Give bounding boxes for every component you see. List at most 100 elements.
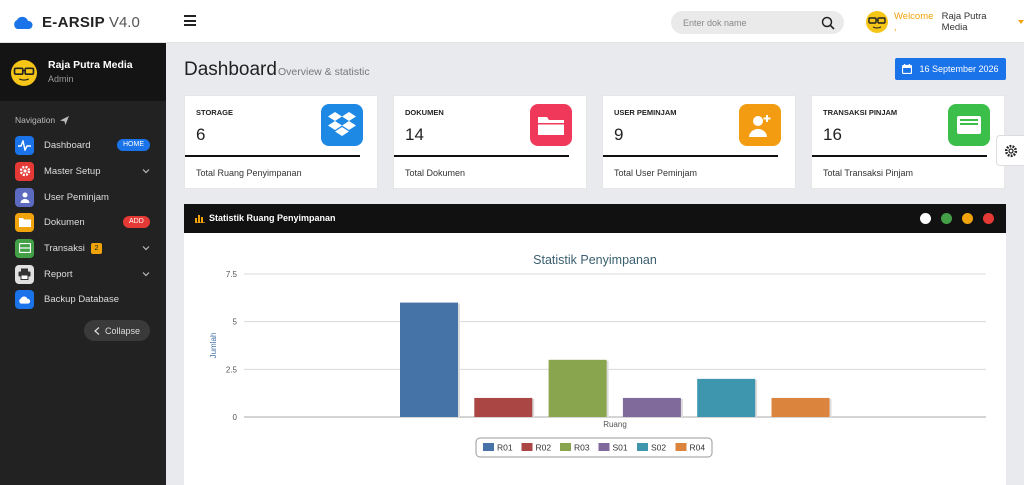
legend-swatch [637,443,648,451]
card-title: TRANSAKSI PINJAM [823,108,898,117]
pulse-icon [15,135,34,155]
card-title: DOKUMEN [405,108,444,117]
sidebar-item-label: Dokumen [44,216,85,228]
date-button[interactable]: 16 September 2026 [895,58,1006,80]
card-value: 6 [196,125,206,144]
bar-s02 [697,378,756,417]
panel-title: Statistik Ruang Penyimpanan [209,213,336,223]
sidebar-item-dokumen[interactable]: Dokumen ADD [0,211,166,233]
close-icon[interactable] [983,213,994,224]
legend-swatch [560,443,571,451]
menu-toggle-icon[interactable] [184,15,196,26]
card-divider [603,155,778,157]
user-menu[interactable]: Welcome , Raja Putra Media [866,11,1024,33]
search-icon[interactable] [821,16,835,30]
legend-label: R02 [536,443,552,453]
legend-label: S02 [651,443,666,453]
chart-title: Statistik Penyimpanan [533,253,657,267]
inbox-icon [15,238,34,258]
stat-card-user-peminjam: USER PEMINJAM 9 Total User Peminjam [602,95,796,189]
home-badge: HOME [117,139,150,151]
page-subtitle: Overview & statistic [278,66,370,78]
bar-r02 [474,397,533,417]
sidebar-item-label: User Peminjam [44,191,109,203]
user-icon [15,187,34,207]
bar-s01 [622,397,681,417]
collapse-button[interactable]: Collapse [84,320,150,341]
welcome-user-name: Raja Putra Media [941,11,987,33]
chart-panel: Statistik Ruang Penyimpanan Statistik Pe… [184,204,1006,485]
card-title: USER PEMINJAM [614,108,677,117]
chevron-left-icon [94,326,100,335]
legend-label: S01 [613,443,628,453]
cloud-icon [15,289,34,309]
chart-legend [475,437,713,458]
legend-label: R03 [574,443,590,453]
chevron-down-icon [142,272,150,277]
search-input[interactable] [683,11,813,34]
page-title: Dashboard [184,59,277,80]
card-footer: Total Dokumen [405,168,466,178]
legend-swatch [598,443,610,451]
calendar-icon [902,64,913,74]
theme-settings-button[interactable] [996,135,1024,166]
avatar [11,60,37,86]
sidebar-item-master-setup[interactable]: Master Setup [0,160,166,182]
sidebar-item-label: Transaksi [44,242,85,254]
card-value: 9 [614,125,624,144]
chevron-down-icon [142,246,150,251]
printer-icon [15,264,34,284]
bar-r04 [771,397,830,417]
brand[interactable]: E-ARSIP V4.0 [12,11,140,33]
nav-section-title: Navigation [15,115,70,125]
sidebar-item-label: Master Setup [44,165,101,177]
sidebar-item-label: Backup Database [44,293,119,305]
legend-swatch [675,443,687,451]
panel-header: Statistik Ruang Penyimpanan [184,204,1006,233]
reload-icon[interactable] [941,213,952,224]
card-title: STORAGE [196,108,233,117]
stat-card-storage: STORAGE 6 Total Ruang Penyimpanan [184,95,378,189]
gear-icon [1004,144,1017,157]
inbox-icon [948,104,990,146]
sidebar-item-dashboard[interactable]: Dashboard HOME [0,134,166,156]
bar-r03 [548,359,607,417]
sidebar-item-report[interactable]: Report [0,263,166,285]
minimize-icon[interactable] [962,213,973,224]
legend-label: R01 [497,443,513,453]
cloud-logo-icon [14,16,33,29]
sidebar-item-user-peminjam[interactable]: User Peminjam [0,186,166,208]
nav-title-label: Navigation [15,115,56,125]
folder-icon [530,104,572,146]
storage-chart: Statistik Penyimpanan 0 2.5 5 7.5 Jumlah Ruang… [209,253,986,458]
y-tick-label: 7.5 [226,270,238,279]
expand-icon[interactable] [920,213,931,224]
sidebar: Raja Putra Media Admin Navigation Dashbo… [0,43,166,485]
welcome-text: Welcome , [893,11,934,33]
card-divider [812,155,987,157]
sidebar-item-backup-database[interactable]: Backup Database [0,288,166,310]
profile-role: Admin [48,74,74,84]
legend-swatch [483,443,494,451]
sidebar-item-label: Report [44,268,73,280]
add-badge[interactable]: ADD [123,216,150,228]
stat-card-transaksi: TRANSAKSI PINJAM 16 Total Transaksi Pinj… [811,95,1005,189]
card-footer: Total User Peminjam [614,168,698,178]
stat-card-dokumen: DOKUMEN 14 Total Dokumen [393,95,587,189]
count-badge: 2 [91,242,102,254]
search-box [671,11,844,34]
card-divider [394,155,569,157]
legend-swatch [521,443,533,451]
dropbox-icon [321,104,363,146]
sidebar-profile: Raja Putra Media Admin [0,43,166,101]
brand-name: E-ARSIP [42,13,105,31]
sidebar-item-label: Dashboard [44,139,91,151]
sidebar-item-transaksi[interactable]: Transaksi 2 [0,237,166,259]
y-tick-label: 0 [233,413,238,422]
bar-r01 [400,302,458,417]
date-label: 16 September 2026 [919,64,999,74]
folder-icon [15,212,34,232]
chevron-down-icon [1018,20,1024,24]
card-divider [185,155,360,157]
legend-label: R04 [690,443,706,453]
